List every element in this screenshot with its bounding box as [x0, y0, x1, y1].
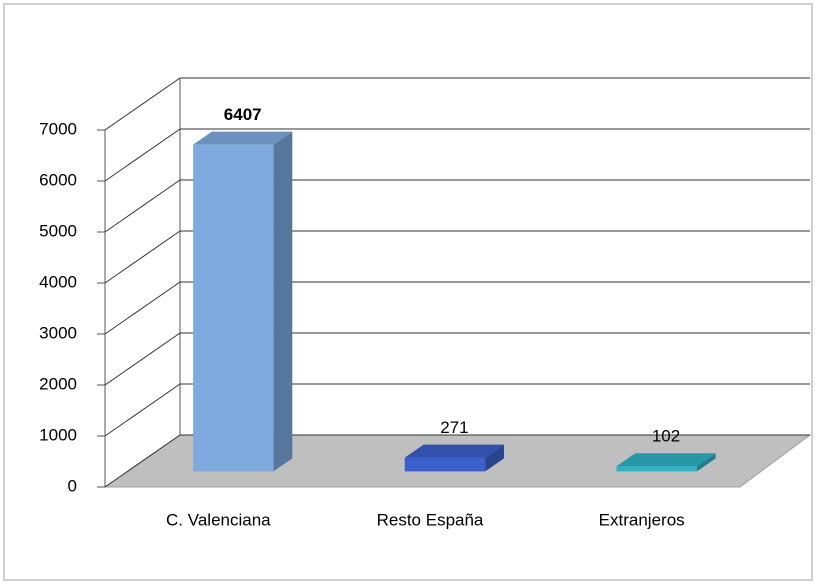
y-tick-label: 7000	[39, 119, 77, 138]
grid-line	[104, 128, 181, 182]
data-label: 271	[440, 418, 468, 437]
bar-top	[404, 444, 504, 458]
bar-top	[193, 131, 293, 145]
bar	[193, 144, 274, 472]
bar-top	[616, 453, 716, 467]
data-label: 102	[652, 427, 680, 446]
y-tick-label: 0	[68, 476, 77, 495]
y-tick-label: 3000	[39, 323, 77, 342]
grid-line	[104, 281, 181, 335]
y-tick-label: 1000	[39, 425, 77, 444]
y-tick-label: 5000	[39, 221, 77, 240]
grid-line	[104, 383, 181, 437]
bar-side	[485, 444, 504, 472]
x-tick-label: C. Valenciana	[166, 510, 271, 529]
chart-border	[3, 3, 813, 581]
bar	[616, 466, 697, 472]
bar-side	[696, 453, 716, 472]
grid-line	[104, 179, 181, 233]
x-tick-label: Resto España	[377, 510, 484, 529]
bar	[404, 457, 486, 472]
y-tick-label: 6000	[39, 170, 77, 189]
x-tick-label: Extranjeros	[599, 510, 685, 529]
grid-line	[104, 332, 181, 386]
bar-side	[273, 131, 293, 472]
grid-line	[104, 230, 181, 284]
data-label: 6407	[224, 105, 262, 124]
grid-line	[104, 434, 181, 488]
grid-line	[104, 77, 181, 131]
y-tick-label: 4000	[39, 272, 77, 291]
y-tick-label: 2000	[39, 374, 77, 393]
